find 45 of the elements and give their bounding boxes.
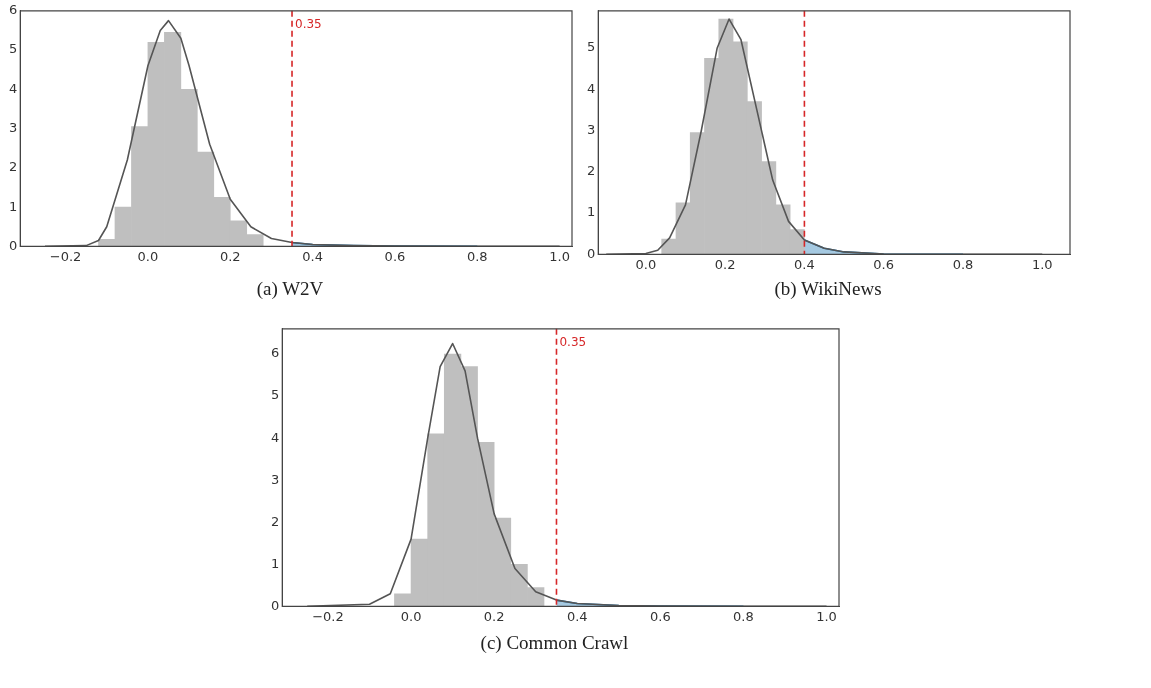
x-tick-label: 1.0: [816, 608, 837, 624]
x-tick-label: 0.8: [466, 248, 488, 264]
y-tick-label: 5: [586, 39, 596, 55]
ref-line-label: 0.35: [559, 334, 587, 349]
y-tick-label: 4: [270, 429, 280, 445]
x-tick-label: 0.4: [566, 608, 588, 624]
y-tick-label: 2: [586, 163, 596, 179]
y-tick-label: 0: [586, 245, 596, 261]
y-tick-label: 1: [586, 204, 596, 220]
x-tick-label: 0.2: [219, 248, 241, 264]
y-tick-label: 5: [8, 41, 18, 57]
x-tick-label: 0.0: [137, 248, 159, 264]
y-tick-label: 5: [270, 387, 280, 403]
x-tick-label: 0.8: [952, 256, 974, 272]
y-tick-label: 1: [270, 555, 280, 571]
x-tick-label: 0.4: [302, 248, 323, 264]
y-tick-label: 2: [8, 159, 18, 175]
y-tick-label: 6: [270, 345, 280, 361]
x-tick-label: 0.2: [714, 256, 736, 272]
y-tick-label: 3: [586, 121, 596, 137]
y-tick-label: 6: [8, 2, 18, 18]
y-tick-label: 4: [8, 80, 18, 96]
x-tick-label: 1.0: [549, 248, 570, 264]
y-tick-label: 0: [270, 597, 280, 613]
text: (c) Common Crawl: [479, 632, 630, 654]
x-tick-label: 0.0: [635, 256, 657, 272]
y-tick-label: 0: [8, 237, 18, 253]
x-tick-label: 1.0: [1031, 256, 1053, 272]
text: (a) W2V: [255, 278, 325, 300]
x-tick-label: 0.2: [483, 608, 505, 624]
ref-line-label: 0.35: [295, 16, 322, 31]
x-tick-label: 0.8: [733, 608, 754, 624]
y-tick-label: 1: [8, 198, 18, 214]
x-tick-label: 0.4: [794, 256, 815, 272]
y-tick-label: 2: [270, 513, 280, 529]
y-tick-label: 3: [8, 119, 18, 135]
x-tick-label: 0.6: [650, 608, 671, 624]
text: (b) WikiNews: [773, 278, 883, 300]
x-tick-label: 0.6: [873, 256, 895, 272]
x-tick-label: 0.0: [400, 608, 422, 624]
y-tick-label: 4: [586, 80, 596, 96]
x-tick-label: −0.2: [49, 248, 82, 264]
y-tick-label: 3: [270, 471, 280, 487]
x-tick-label: −0.2: [312, 608, 344, 624]
x-tick-label: 0.6: [384, 248, 406, 264]
